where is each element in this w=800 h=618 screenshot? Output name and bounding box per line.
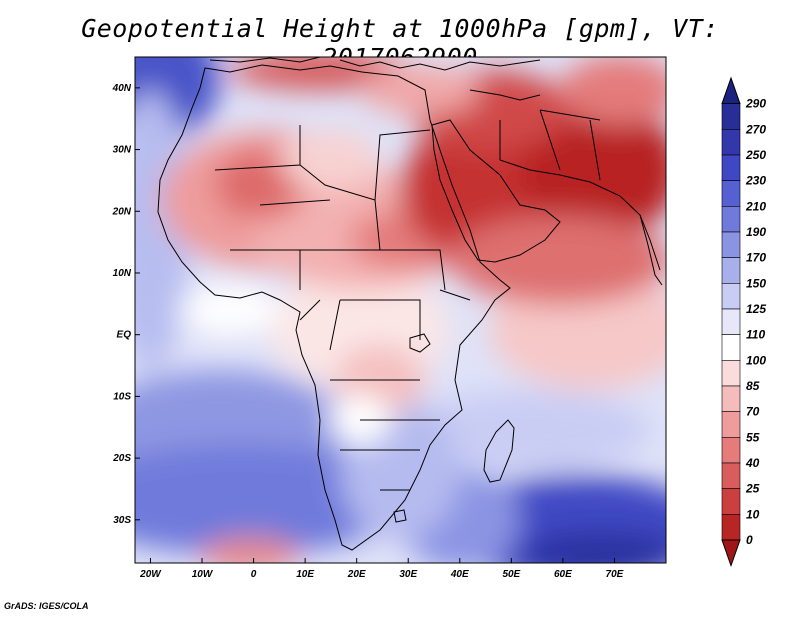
lon-label: 0 <box>251 569 257 580</box>
colorbar-bottom-arrow <box>721 539 741 568</box>
lon-label: 10W <box>192 569 214 580</box>
colorbar-swatch <box>721 462 741 489</box>
colorbar-swatch <box>721 206 741 233</box>
lat-label: 40N <box>112 83 132 94</box>
lat-label: 30S <box>113 515 131 526</box>
colorbar-level-label: 150 <box>746 276 766 290</box>
colorbar-top-arrow <box>721 76 741 105</box>
colorbar-swatch <box>721 411 741 438</box>
colorbar-swatch <box>721 257 741 284</box>
lon-label: 40E <box>450 569 469 580</box>
coastlines <box>157 57 663 551</box>
colorbar-swatch <box>721 360 741 387</box>
colorbar-swatch <box>721 231 741 258</box>
colorbar-level-label: 70 <box>746 405 760 419</box>
lat-label: 20N <box>112 206 132 217</box>
colorbar-swatch <box>721 334 741 361</box>
colorbar-swatch <box>721 437 741 464</box>
colorbar-level-label: 270 <box>745 122 766 136</box>
colorbar-swatch <box>721 103 741 130</box>
colorbar-level-label: 230 <box>745 174 766 188</box>
lon-label: 20W <box>139 569 162 580</box>
colorbar-level-label: 125 <box>746 302 766 316</box>
colorbar-swatch <box>721 180 741 207</box>
colorbar-level-label: 110 <box>746 328 765 342</box>
lon-label: 10E <box>296 569 314 580</box>
colorbar-swatch <box>721 154 741 181</box>
lon-label: 70E <box>606 569 624 580</box>
colorbar-swatch <box>721 308 741 335</box>
colorbar-level-label: 25 <box>745 482 760 496</box>
colorbar-swatch <box>721 129 741 156</box>
colorbar-level-label: 170 <box>746 251 766 265</box>
lat-label: 10N <box>113 268 132 279</box>
colorbar-level-label: 10 <box>746 507 760 521</box>
lat-label: 30N <box>113 145 132 156</box>
colorbar-level-label: 250 <box>745 148 766 162</box>
colorbar-swatch <box>721 514 741 541</box>
colorbar-level-label: 210 <box>745 199 766 213</box>
lat-label: 10S <box>113 391 131 402</box>
colorbar-level-label: 85 <box>746 379 760 393</box>
axis-labels: 40N 30N 20N 10N EQ 10S 20S 30S 20W 10W 0 10E 20E 30E 4… <box>112 83 624 580</box>
lon-label: 60E <box>554 569 572 580</box>
grads-credit: GrADS: IGES/COLA <box>4 601 89 611</box>
colorbar-swatch <box>721 385 741 412</box>
colorbar-swatch <box>721 283 741 310</box>
lon-label: 20E <box>347 569 366 580</box>
lon-label: 30E <box>399 569 417 580</box>
colorbar-level-label: 100 <box>746 353 766 367</box>
colorbar-level-label: 190 <box>746 225 766 239</box>
colorbar-level-label: 290 <box>745 97 766 111</box>
colorbar-level-label: 55 <box>746 430 760 444</box>
colorbar-swatch <box>721 488 741 515</box>
map-frame <box>134 56 667 564</box>
colorbar-level-label: 0 <box>746 533 753 547</box>
lat-label: EQ <box>117 330 132 341</box>
colorbar-level-label: 40 <box>745 456 760 470</box>
colorbar: 2902702502302101901701501251101008570554… <box>721 76 766 568</box>
lon-label: 50E <box>502 569 520 580</box>
height-field <box>135 57 666 563</box>
lat-label: 20S <box>112 453 131 464</box>
